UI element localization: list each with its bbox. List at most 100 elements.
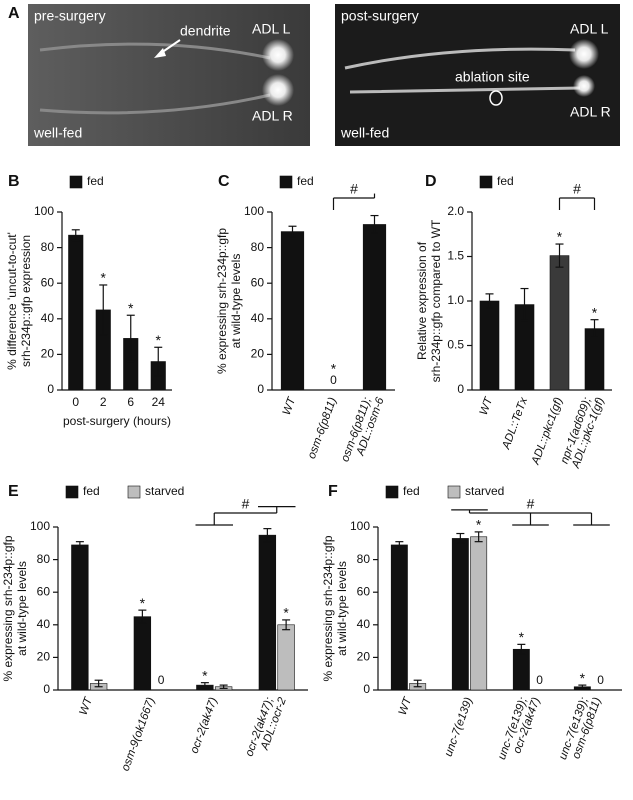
y-axis-label: % expressing srh-234p::gfp	[215, 228, 229, 374]
significance: *	[202, 667, 208, 683]
y-tick-label: 20	[251, 347, 265, 361]
significance: *	[557, 229, 563, 245]
y-axis-label: srh-234p::gfp expression	[19, 235, 33, 367]
y-tick-label: 0	[257, 382, 264, 396]
legend-label: fed	[403, 484, 420, 498]
worm-outline	[39, 42, 271, 115]
image-label: ablation site	[455, 69, 530, 85]
y-axis-label: % expressing srh-234p::gfp	[321, 535, 335, 681]
x-tick-label: unc-7(e139)	[443, 696, 476, 759]
image-label: ADL R	[252, 108, 293, 124]
significance: *	[140, 595, 146, 611]
x-tick-label: WT	[478, 395, 496, 417]
legend-swatch	[69, 175, 83, 189]
image-label: post-surgery	[341, 8, 419, 24]
error-bar	[370, 214, 379, 234]
y-tick-label: 0	[457, 382, 464, 396]
y-tick-label: 60	[357, 584, 371, 598]
significance: *	[283, 605, 289, 621]
comparison-bracket	[332, 193, 376, 210]
y-tick-label: 40	[251, 311, 265, 325]
comparison-label: #	[350, 181, 358, 197]
bar	[549, 255, 570, 391]
glow	[262, 39, 294, 71]
y-tick-label: 60	[37, 584, 51, 598]
y-tick-label: 20	[357, 650, 371, 664]
image-pre: pre-surgery dendrite ADL L ADL R well-fe…	[28, 4, 310, 146]
value-label: 0	[158, 673, 165, 687]
y-tick-label: 100	[350, 519, 370, 533]
glow	[262, 74, 294, 106]
glow	[569, 39, 599, 69]
legend-label: fed	[497, 174, 514, 188]
glow	[573, 75, 595, 97]
bar	[512, 648, 530, 691]
significance: *	[156, 332, 162, 348]
x-tick-label: ocr-2(ak47)	[189, 696, 220, 755]
legend-swatch	[479, 175, 493, 189]
x-tick-label: osm-9(ok1667)	[120, 696, 158, 773]
comparison-label: #	[242, 496, 250, 512]
image-label: ADL R	[570, 104, 611, 120]
x-tick-label: 2	[100, 395, 107, 409]
x-tick-label: osm-6(p811)	[306, 396, 339, 461]
x-tick-label: WT	[78, 695, 96, 717]
comparison-bracket	[451, 509, 610, 526]
image-post: post-surgery ADL L ablation site ADL R w…	[335, 4, 620, 146]
significance: *	[101, 270, 107, 286]
y-tick-label: 40	[357, 617, 371, 631]
ablation-circle	[489, 90, 503, 106]
bar	[470, 536, 488, 691]
y-tick-label: 0	[43, 682, 50, 696]
arrowhead	[154, 48, 166, 58]
y-tick-label: 1.0	[447, 293, 464, 307]
y-tick-label: 1.5	[447, 249, 464, 263]
y-tick-label: 80	[41, 240, 55, 254]
y-axis-label: % expressing srh-234p::gfp	[1, 535, 15, 681]
comparison-label: #	[527, 496, 535, 512]
y-tick-label: 80	[357, 552, 371, 566]
legend-swatch	[65, 485, 79, 499]
image-label: dendrite	[180, 23, 231, 39]
value-label: 0	[330, 373, 337, 387]
error-bar	[590, 319, 599, 339]
error-bar	[99, 284, 108, 336]
error-bar	[219, 684, 228, 689]
panel-letter: F	[328, 483, 338, 500]
error-bar	[71, 229, 80, 242]
y-axis-label: at wild-type levels	[335, 561, 349, 656]
value-label: 0	[597, 673, 604, 687]
error-bar	[517, 643, 526, 655]
error-bar	[282, 619, 291, 631]
legend-swatch	[447, 485, 461, 499]
y-tick-label: 100	[30, 519, 50, 533]
error-bar	[75, 541, 84, 549]
legend-label: starved	[145, 484, 184, 498]
legend-swatch	[385, 485, 399, 499]
panel-letter: C	[218, 173, 230, 190]
error-bar	[94, 679, 103, 688]
comparison-bracket	[558, 197, 596, 210]
y-tick-label: 80	[251, 240, 265, 254]
panel-letter: A	[8, 5, 20, 22]
error-bar	[578, 684, 587, 689]
panel-letter: D	[425, 173, 437, 190]
x-tick-label: WT	[397, 695, 415, 717]
y-tick-label: 20	[41, 347, 55, 361]
legend-label: fed	[83, 484, 100, 498]
significance: *	[519, 629, 525, 645]
x-tick-label: 0	[72, 395, 79, 409]
x-tick-label: WT	[281, 395, 299, 417]
bar	[280, 231, 305, 391]
bar	[479, 300, 500, 391]
panel-letter: B	[8, 173, 20, 190]
image-label: pre-surgery	[34, 8, 106, 24]
error-bar	[456, 532, 465, 544]
error-bar	[154, 346, 163, 377]
error-bar	[200, 682, 209, 689]
x-tick-label: 24	[152, 395, 166, 409]
error-bar	[413, 679, 422, 688]
micrograph	[28, 4, 310, 146]
y-axis-label: Relative expression of	[415, 241, 429, 360]
